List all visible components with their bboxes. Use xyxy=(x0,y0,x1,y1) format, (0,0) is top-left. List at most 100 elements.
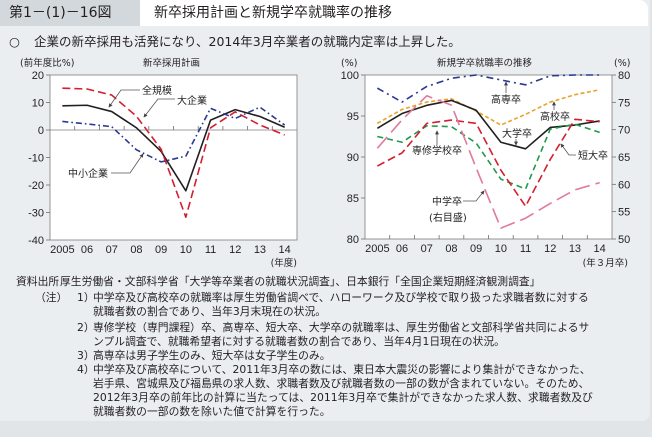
data-point-all-sizes xyxy=(185,190,187,192)
notes-section: 資料出所 厚生労働省・文部科学省「大学等卒業者の就職状況調査」、日本銀行「全国企… xyxy=(0,275,648,419)
y-tick-label: 85 xyxy=(347,193,359,205)
data-point-high-school xyxy=(524,113,526,115)
data-point-university xyxy=(450,99,452,101)
left-plot-area xyxy=(49,74,298,241)
data-point-junior-college xyxy=(574,118,576,120)
x-tick-label: 13 xyxy=(254,244,266,256)
right-chart-title: 新規学卒就職率の推移 xyxy=(437,57,533,69)
y2-tick-label: 75 xyxy=(618,97,630,109)
data-point-junior-high xyxy=(574,189,576,191)
note-number: 4） xyxy=(77,363,95,376)
series-label-all-sizes: 全規模 xyxy=(142,84,172,97)
y-tick-label: -30 xyxy=(28,208,44,220)
y2-tick-label: 65 xyxy=(618,152,630,164)
data-point-sme xyxy=(209,107,211,109)
note-label: （注） xyxy=(35,291,68,304)
data-point-sme xyxy=(259,106,261,108)
data-point-university xyxy=(401,112,403,114)
figure-number: 第1－(1)－16図 xyxy=(0,0,140,26)
data-point-junior-college xyxy=(401,152,403,154)
data-point-junior-high xyxy=(475,167,477,169)
series-label-large-firms: 大企業 xyxy=(177,94,207,107)
series-label-university: 大学卒 xyxy=(502,127,532,140)
data-point-all-sizes xyxy=(61,105,63,107)
right-chart: (%) 新規学卒就職率の推移 (%) 100 95 90 85 80 80 75 70 65 60… xyxy=(341,57,631,269)
note-item: 4） 中学卒及び高校卒について、2011年3月卒の数には、東日本大震災の影響によ… xyxy=(0,363,648,419)
data-point-kosen xyxy=(426,85,428,87)
series-label-junior-college: 短大卒 xyxy=(578,149,608,162)
data-point-vocational xyxy=(500,178,502,180)
y2-tick-label: 80 xyxy=(618,70,630,82)
data-point-vocational xyxy=(401,141,403,143)
y2-tick-label: 55 xyxy=(618,207,630,219)
series-line-university xyxy=(376,99,600,150)
note-item: （注） 1） 中学卒及び高校卒の就職率は厚生労働省調べで、ハローワーク及び学校で… xyxy=(0,291,648,319)
data-point-high-school xyxy=(574,93,576,95)
series-line-junior-college xyxy=(376,118,600,207)
left-chart: (前年度比%) 新卒採用計画 20 10 0 -10 -20 -30 -40 2005 06 07… xyxy=(20,57,298,269)
left-chart-marks: 20 10 0 -10 -20 -30 -40 2005 06 07 08 09 10 11 12 13 14 xyxy=(28,70,291,256)
x-tick-label: 14 xyxy=(594,243,606,255)
data-point-high-school xyxy=(401,108,403,110)
series-label-sme: 中小企業 xyxy=(68,167,108,180)
y2-tick-label: 60 xyxy=(618,179,630,191)
data-point-junior-high xyxy=(450,104,452,106)
right-chart-y2label: (%) xyxy=(614,58,630,69)
data-point-sme xyxy=(86,123,88,125)
data-point-large-firms xyxy=(283,134,285,136)
x-tick-label: 13 xyxy=(569,243,581,255)
x-tick-label: 07 xyxy=(106,244,118,256)
x-tick-label: 06 xyxy=(396,243,408,255)
data-point-kosen xyxy=(450,77,452,79)
data-point-kosen xyxy=(475,74,477,76)
data-point-large-firms xyxy=(234,111,236,113)
leader-junior-college xyxy=(560,143,576,156)
data-point-large-firms xyxy=(111,94,113,96)
x-tick-label: 09 xyxy=(155,244,167,256)
data-point-university xyxy=(426,104,428,106)
data-point-junior-college xyxy=(549,158,551,160)
data-point-sme xyxy=(283,124,285,126)
left-chart-ylabel: (前年度比%) xyxy=(20,57,74,69)
series-line-vocational xyxy=(377,123,600,190)
y-tick-label: 0 xyxy=(38,125,44,137)
data-point-sme xyxy=(111,126,113,128)
data-point-all-sizes xyxy=(111,110,113,112)
data-point-vocational xyxy=(549,128,551,130)
series-line-sme xyxy=(62,106,286,163)
right-chart-xlabel: (年３月卒) xyxy=(583,257,628,269)
x-tick-label: 12 xyxy=(229,244,241,256)
data-point-vocational xyxy=(376,135,378,137)
data-point-kosen xyxy=(376,87,378,89)
data-point-junior-college xyxy=(598,121,600,123)
left-chart-title: 新卒採用計画 xyxy=(143,57,200,69)
x-tick-label: 10 xyxy=(180,244,192,256)
data-point-vocational xyxy=(475,142,477,144)
y2-tick-label: 50 xyxy=(618,234,630,246)
note-line: 就職者数の一部の数を除いた値で計算を行った。 xyxy=(93,405,331,418)
data-point-junior-high xyxy=(598,181,600,183)
data-point-vocational xyxy=(450,125,452,127)
data-point-high-school xyxy=(376,122,378,124)
bullet-circle-icon: ○ xyxy=(9,34,20,49)
data-point-university xyxy=(524,148,526,150)
note-line: 高専卒は男子学生のみ、短大卒は女子学生のみ。 xyxy=(93,349,331,362)
data-point-all-sizes xyxy=(135,127,137,129)
series-line-kosen xyxy=(376,74,600,103)
data-point-sme xyxy=(135,149,137,151)
data-point-large-firms xyxy=(185,216,187,218)
y-tick-label: 100 xyxy=(341,70,359,82)
data-point-sme xyxy=(185,155,187,157)
right-chart-ylabel: (%) xyxy=(341,58,357,69)
data-point-large-firms xyxy=(160,148,162,150)
data-point-sme xyxy=(160,161,162,163)
note-line: 2012年3月卒の前年比の計算に当たっては、2011年3月卒で集計ができなかった… xyxy=(93,391,593,404)
data-point-kosen xyxy=(549,75,551,77)
data-point-high-school xyxy=(549,101,551,103)
x-tick-label: 12 xyxy=(544,243,556,255)
data-point-junior-high xyxy=(500,227,502,229)
series-line-high-school xyxy=(376,88,600,126)
series-label-junior-high: 中学卒 xyxy=(432,195,462,208)
y-tick-label: 80 xyxy=(347,234,359,246)
